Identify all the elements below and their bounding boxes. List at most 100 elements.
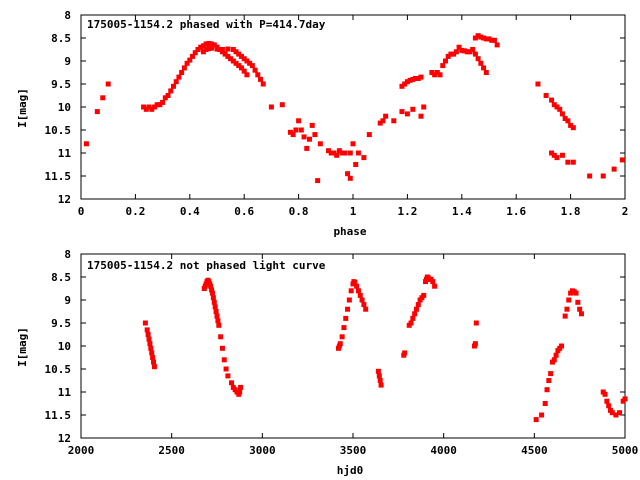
phased-data-point (347, 175, 353, 181)
unphased-data-point (539, 412, 545, 418)
phased-data-point (415, 75, 421, 81)
unphased-data-point (412, 311, 418, 317)
unphased-y-tick-label: 11 (58, 386, 72, 399)
phased-y-tick-label: 8 (64, 9, 71, 22)
unphased-data-point (604, 398, 610, 404)
unphased-data-point (378, 382, 384, 388)
unphased-data-point (410, 315, 416, 321)
unphased-data-point (472, 341, 478, 347)
unphased-data-point (144, 327, 150, 333)
phased-data-point (481, 65, 487, 71)
phased-data-point (236, 63, 242, 69)
phased-data-point (258, 76, 264, 82)
phased-data-point (350, 141, 356, 147)
unphased-data-point (542, 401, 548, 406)
phased-data-point (336, 148, 342, 154)
phased-data-point (228, 56, 234, 62)
phased-data-point (570, 159, 576, 165)
phased-x-tick-label: 0.8 (289, 205, 309, 218)
phased-data-point (549, 97, 555, 103)
unphased-y-tick-label: 9 (64, 294, 71, 307)
unphased-data-point (602, 391, 608, 397)
unphased-y-tick-label: 8.5 (51, 271, 71, 284)
phased-data-point (445, 53, 451, 59)
unphased-data-point (215, 318, 221, 324)
unphased-data-point (208, 283, 214, 289)
unphased-x-tick-label: 4500 (521, 444, 548, 457)
phased-data-point (241, 56, 247, 62)
phased-x-axis-label: phase (333, 225, 366, 238)
unphased-data-point (432, 283, 438, 289)
unphased-data-point (210, 295, 216, 301)
phased-data-point (559, 111, 565, 117)
unphased-data-point (402, 350, 408, 356)
phased-data-point (472, 35, 478, 41)
phased-data-point (413, 75, 419, 81)
unphased-data-point (575, 299, 581, 305)
phased-data-point (442, 58, 448, 64)
phased-data-point (244, 58, 250, 64)
phased-data-point (298, 127, 304, 133)
phased-data-point (391, 118, 397, 124)
unphased-y-tick-label: 10.5 (45, 363, 72, 376)
phased-data-point (287, 129, 293, 135)
phased-y-tick-label: 8.5 (51, 32, 71, 45)
unphased-data-point (562, 313, 568, 319)
phased-y-tick-label: 10 (58, 101, 71, 114)
phased-data-point (453, 49, 459, 55)
phased-data-point (429, 70, 435, 75)
phased-data-point (315, 178, 321, 184)
phased-data-point (219, 47, 225, 52)
phased-data-point (187, 57, 193, 63)
unphased-data-point (377, 378, 383, 383)
phased-data-point (587, 173, 593, 179)
unphased-data-point (430, 279, 436, 285)
phased-data-point (203, 47, 209, 52)
phased-data-point (472, 51, 478, 57)
phased-data-point (309, 122, 315, 128)
unphased-y-tick-label: 11.5 (45, 409, 72, 422)
phased-data-point (467, 49, 473, 55)
phased-data-point (331, 150, 337, 156)
unphased-data-point (606, 403, 612, 409)
phased-data-point (290, 132, 296, 138)
phased-data-point (481, 35, 487, 41)
phased-data-point (543, 93, 549, 98)
phased-data-point (557, 106, 563, 112)
phased-data-point (559, 152, 565, 158)
unphased-data-point (341, 325, 347, 331)
unphased-data-point (151, 364, 157, 370)
unphased-data-point (213, 309, 219, 314)
phased-data-point (209, 41, 215, 47)
phased-data-point (230, 47, 236, 52)
phased-data-point (404, 79, 410, 85)
phased-data-point (328, 150, 334, 156)
unphased-data-point (533, 417, 539, 423)
phased-data-point (222, 51, 228, 57)
unphased-y-tick-label: 12 (58, 432, 71, 445)
unphased-data-point (622, 396, 628, 402)
phased-data-point (339, 150, 345, 156)
unphased-data-point (237, 389, 243, 395)
phased-data-point (402, 81, 408, 87)
phased-data-point (247, 60, 253, 66)
unphased-data-point (142, 320, 148, 326)
phased-data-point (195, 47, 201, 52)
phased-data-point (432, 72, 438, 78)
phased-data-point (304, 145, 310, 151)
phased-data-point (233, 60, 239, 66)
unphased-data-point (609, 410, 615, 416)
phased-x-tick-label: 1.6 (506, 205, 526, 218)
unphased-data-point (352, 280, 358, 286)
phased-data-point (437, 72, 443, 78)
phased-data-point (206, 41, 212, 47)
phased-data-point (600, 173, 606, 179)
unphased-data-point (223, 366, 229, 372)
unphased-x-tick-label: 2500 (158, 444, 185, 457)
phased-data-point (410, 106, 416, 112)
phased-data-point (209, 45, 215, 51)
phased-y-tick-label: 9.5 (51, 78, 71, 91)
phased-data-point (149, 106, 155, 112)
phased-data-point (162, 95, 168, 101)
phased-data-point (462, 48, 468, 54)
